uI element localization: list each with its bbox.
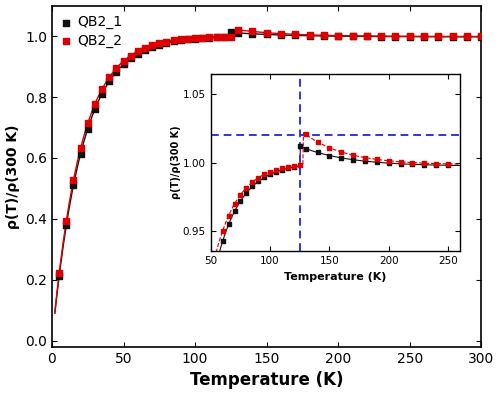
QB2_1 [478, 34, 486, 40]
QB2_1 [62, 222, 70, 229]
QB2_1 [170, 38, 177, 45]
QB2_2 [105, 74, 113, 81]
QB2_1 [126, 55, 134, 61]
QB2_1 [363, 33, 371, 40]
QB2_2 [206, 34, 214, 40]
QB2_2 [76, 145, 84, 151]
QB2_1 [55, 273, 63, 280]
QB2_1 [148, 44, 156, 50]
QB2_2 [320, 32, 328, 38]
QB2_2 [306, 32, 314, 38]
QB2_2 [478, 33, 486, 40]
QB2_1 [420, 34, 428, 40]
QB2_2 [434, 33, 442, 40]
QB2_1 [105, 78, 113, 85]
QB2_2 [220, 34, 228, 40]
QB2_2 [406, 33, 414, 40]
QB2_2 [120, 58, 128, 64]
QB2_2 [234, 26, 242, 33]
QB2_2 [191, 35, 199, 41]
QB2_1 [212, 34, 220, 40]
QB2_2 [112, 65, 120, 71]
QB2_1 [406, 34, 414, 40]
QB2_1 [70, 182, 78, 188]
QB2_2 [156, 40, 164, 46]
QB2_1 [134, 51, 142, 57]
QB2_1 [262, 31, 270, 38]
QB2_1 [162, 40, 170, 46]
QB2_2 [162, 38, 170, 45]
QB2_2 [91, 101, 99, 107]
QB2_1 [76, 150, 84, 157]
QB2_2 [98, 86, 106, 92]
QB2_1 [306, 32, 314, 39]
QB2_2 [227, 34, 235, 40]
QB2_1 [141, 47, 149, 53]
QB2_2 [134, 48, 142, 55]
QB2_2 [334, 32, 342, 39]
QB2_2 [198, 34, 206, 41]
QB2_2 [262, 30, 270, 36]
QB2_2 [184, 36, 192, 42]
QB2_2 [377, 33, 385, 40]
QB2_1 [98, 90, 106, 97]
QB2_1 [248, 31, 256, 37]
QB2_1 [206, 34, 214, 41]
QB2_1 [434, 34, 442, 40]
QB2_1 [234, 30, 242, 36]
Y-axis label: ρ(T)/ρ(300 K): ρ(T)/ρ(300 K) [6, 124, 20, 229]
QB2_2 [292, 31, 300, 38]
QB2_1 [112, 69, 120, 75]
QB2_2 [212, 34, 220, 40]
QB2_2 [126, 53, 134, 59]
QB2_1 [220, 34, 228, 40]
QB2_2 [177, 36, 185, 43]
QB2_1 [156, 41, 164, 48]
Legend: QB2_1, QB2_2: QB2_1, QB2_2 [59, 13, 125, 51]
QB2_2 [392, 33, 400, 40]
QB2_1 [348, 33, 356, 40]
QB2_2 [62, 218, 70, 224]
QB2_2 [248, 28, 256, 35]
QB2_2 [55, 270, 63, 276]
QB2_1 [177, 37, 185, 43]
QB2_2 [463, 33, 471, 40]
QB2_2 [348, 33, 356, 39]
QB2_2 [170, 37, 177, 43]
QB2_1 [84, 126, 92, 132]
QB2_1 [377, 33, 385, 40]
QB2_2 [70, 177, 78, 183]
QB2_1 [463, 34, 471, 40]
QB2_1 [292, 32, 300, 39]
QB2_1 [184, 36, 192, 43]
QB2_1 [198, 35, 206, 41]
QB2_1 [448, 34, 456, 40]
QB2_2 [448, 33, 456, 40]
QB2_1 [277, 32, 285, 38]
QB2_2 [363, 33, 371, 39]
QB2_2 [277, 30, 285, 37]
QB2_1 [227, 29, 235, 36]
QB2_1 [392, 34, 400, 40]
QB2_1 [191, 36, 199, 42]
QB2_1 [91, 106, 99, 112]
QB2_2 [141, 45, 149, 51]
QB2_1 [334, 33, 342, 40]
QB2_1 [120, 61, 128, 68]
X-axis label: Temperature (K): Temperature (K) [190, 371, 344, 389]
QB2_2 [420, 33, 428, 40]
QB2_1 [320, 33, 328, 39]
QB2_2 [148, 42, 156, 49]
QB2_2 [84, 120, 92, 126]
